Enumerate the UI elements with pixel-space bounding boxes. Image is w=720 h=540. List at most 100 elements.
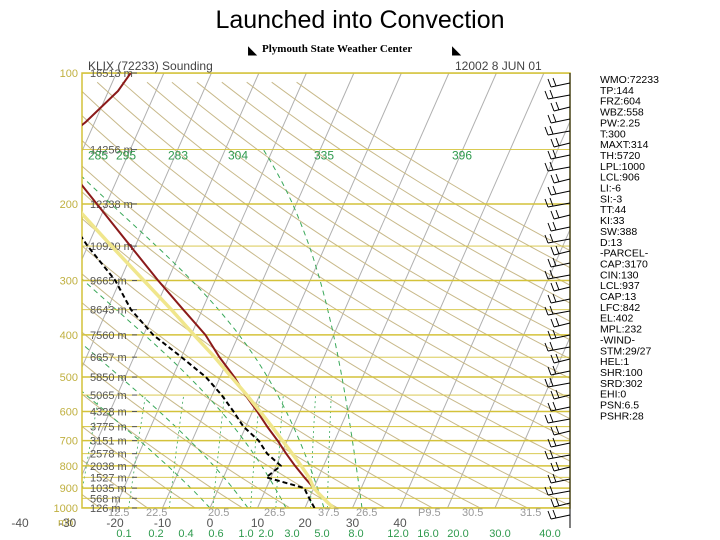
wind-barb-flag [549, 305, 554, 315]
wind-barb-flag [544, 234, 549, 244]
wind-barb-flag [555, 173, 560, 183]
index-label: SHR:100 [600, 367, 643, 379]
pressure-label: 100 [60, 68, 78, 80]
moist-adiabat [82, 343, 249, 508]
wind-barb [553, 322, 571, 328]
wind-barb-flag [550, 426, 555, 436]
wind-barb-flag [544, 126, 549, 136]
height-label: 7560 m [90, 330, 127, 342]
dry-adiabat [82, 191, 570, 507]
wind-barb [550, 262, 571, 268]
mixing-ratio-label: 0.1 [116, 528, 131, 540]
wind-barb-flag [555, 461, 560, 471]
wind-barb-flag [547, 186, 552, 196]
wind-barb-flag [550, 246, 555, 256]
wind-barb [547, 238, 571, 244]
wind-barb [547, 166, 571, 172]
wind-barb-flag [550, 318, 555, 328]
bottom-value: 26.5 [264, 507, 285, 519]
index-label: PW:2.25 [600, 117, 640, 129]
dry-adiabat [271, 81, 570, 269]
dry-adiabat [246, 81, 570, 286]
wind-barb [553, 430, 571, 436]
wind-barb [553, 286, 571, 292]
index-label: D:13 [600, 237, 622, 249]
wind-barb-flag [555, 245, 560, 255]
temperature-tick: -30 [59, 516, 77, 530]
wind-barb-flag [555, 425, 560, 435]
moist-adiabat [82, 176, 325, 508]
parcel-line [82, 211, 335, 508]
dry-adiabat [82, 115, 570, 441]
flag-icon: ◣ [248, 43, 258, 57]
pressure-label: 200 [60, 199, 78, 211]
dry-adiabat [82, 245, 482, 508]
wind-barb [550, 370, 571, 376]
wind-barb-flag [552, 329, 557, 339]
wind-barb-flag [547, 330, 552, 340]
wind-barb-flag [544, 270, 549, 280]
isotherm-line [114, 73, 307, 508]
wind-barb-flag [549, 269, 554, 279]
wind-barb-flag [547, 294, 552, 304]
wind-barb [550, 478, 571, 484]
wind-barb-flag [552, 473, 557, 483]
isotherm-line [0, 73, 69, 508]
index-label: PSHR:28 [600, 410, 644, 422]
wind-barb [547, 454, 571, 460]
pressure-label: 500 [60, 372, 78, 384]
moist-adiabat [82, 278, 287, 508]
wind-barb-flag [544, 378, 549, 388]
height-label: 126 m [90, 503, 121, 515]
wind-barb-flag [547, 438, 552, 448]
wind-barb-flag [555, 389, 560, 399]
dry-adiabat [196, 81, 570, 322]
wind-barb-flag [547, 114, 552, 124]
pressure-label: 700 [60, 436, 78, 448]
bottom-value: P9.5 [418, 507, 441, 519]
temperature-tick: -10 [154, 516, 172, 530]
height-label: 4328 m [90, 406, 127, 418]
wind-barb-flag [552, 509, 557, 519]
theta-label: 285 [88, 149, 108, 163]
wind-barb [553, 358, 571, 364]
isotherm-line [209, 73, 402, 508]
index-label: TP:144 [600, 85, 634, 97]
wind-barbs [544, 73, 571, 528]
isotherm-line [82, 73, 260, 477]
wind-barb [547, 346, 571, 352]
dry-adiabat [82, 459, 149, 508]
wind-barb [550, 442, 571, 448]
temperature-tick: 30 [346, 516, 360, 530]
isotherm-line [162, 73, 355, 508]
wind-barb-flag [550, 354, 555, 364]
wind-barb [550, 118, 571, 124]
bottom-value: 30.5 [462, 507, 483, 519]
index-label: MAXT:314 [600, 139, 649, 151]
pressure-unit: mb [58, 517, 73, 529]
index-label: PSN:6.5 [600, 400, 639, 412]
temperature-tick: 20 [298, 516, 312, 530]
wind-barb [547, 382, 571, 388]
wind-barb-flag [550, 210, 555, 220]
wind-barb [553, 178, 571, 184]
index-label: -PARCEL- [600, 248, 649, 260]
dry-adiabat [82, 217, 529, 508]
wind-barb-flag [552, 401, 557, 411]
wind-barb-flag [544, 198, 549, 208]
isotherm-line [82, 73, 212, 369]
wind-barb [547, 94, 571, 100]
chart-series [82, 73, 335, 508]
isotherm-line [257, 73, 450, 508]
index-label: MPL:232 [600, 324, 642, 336]
wind-barb [553, 142, 571, 148]
wind-barb-flag [547, 402, 552, 412]
wind-barb-flag [547, 222, 552, 232]
wind-barb-flag [555, 497, 560, 507]
mixing-ratio-label: 1.0 [238, 528, 253, 540]
wind-barb-flag [552, 293, 557, 303]
index-label: -WIND- [600, 334, 635, 346]
dry-adiabat [82, 90, 570, 420]
wind-barb-flag [549, 413, 554, 423]
wind-barb-flag [544, 342, 549, 352]
